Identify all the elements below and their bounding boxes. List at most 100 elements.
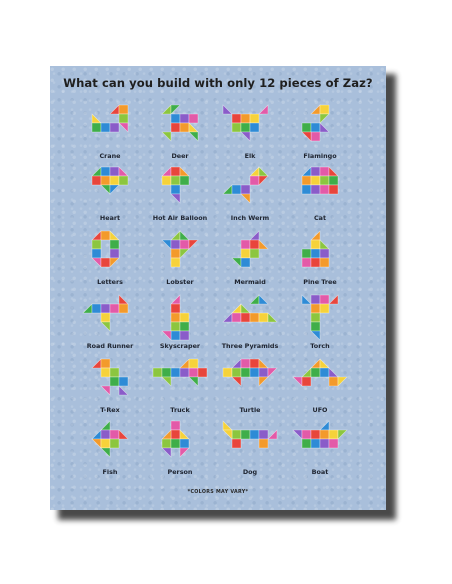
zaz-piece bbox=[310, 239, 321, 250]
zaz-piece bbox=[118, 122, 129, 133]
zaz-piece bbox=[258, 312, 269, 323]
skyscraper-figure-icon bbox=[161, 294, 190, 341]
zaz-piece bbox=[170, 429, 181, 440]
zaz-piece bbox=[310, 312, 321, 323]
figure-label: Mermaid bbox=[234, 278, 266, 286]
zaz-piece bbox=[267, 312, 278, 323]
zaz-piece bbox=[222, 429, 233, 440]
zaz-piece bbox=[91, 429, 102, 440]
zaz-piece bbox=[249, 367, 260, 378]
zaz-piece bbox=[179, 321, 190, 332]
zaz-piece bbox=[109, 104, 120, 115]
figure-label: Dog bbox=[242, 468, 258, 476]
zaz-piece bbox=[170, 193, 181, 204]
figure-label: Pine Tree bbox=[303, 278, 337, 286]
crane-figure-icon bbox=[91, 104, 129, 133]
figure-card: Heart bbox=[68, 164, 152, 228]
person-figure-icon bbox=[161, 420, 190, 458]
zaz-piece bbox=[179, 230, 190, 241]
zaz-piece bbox=[328, 175, 339, 186]
zaz-piece bbox=[100, 312, 111, 323]
zaz-piece bbox=[91, 248, 102, 259]
zaz-piece bbox=[328, 166, 339, 177]
zaz-piece bbox=[310, 175, 321, 186]
zaz-piece bbox=[292, 429, 303, 440]
zaz-piece bbox=[91, 358, 102, 369]
zaz-piece bbox=[319, 358, 330, 369]
zaz-piece bbox=[109, 376, 120, 387]
figure-card: Pine Tree bbox=[278, 228, 362, 292]
zaz-piece bbox=[188, 122, 199, 133]
zaz-piece bbox=[118, 294, 129, 305]
zaz-piece bbox=[100, 447, 111, 458]
zaz-piece bbox=[222, 104, 233, 115]
zaz-piece bbox=[188, 358, 199, 369]
zaz-piece bbox=[118, 303, 129, 314]
zaz-piece bbox=[310, 166, 321, 177]
zaz-piece bbox=[319, 184, 330, 195]
zaz-piece bbox=[161, 239, 172, 250]
figure-card: Cat bbox=[278, 164, 362, 228]
zaz-piece bbox=[91, 303, 102, 314]
zaz-piece bbox=[161, 438, 172, 449]
hot-air-balloon-figure-icon bbox=[161, 166, 190, 204]
figure-label: Elk bbox=[244, 152, 256, 160]
zaz-piece bbox=[179, 367, 190, 378]
zaz-piece bbox=[310, 104, 321, 115]
elk-figure-icon bbox=[222, 104, 269, 142]
zaz-piece bbox=[301, 122, 312, 133]
zaz-piece bbox=[231, 367, 242, 378]
zaz-piece bbox=[118, 166, 129, 177]
zaz-piece bbox=[240, 358, 251, 369]
zaz-piece bbox=[310, 358, 321, 369]
zaz-piece bbox=[109, 257, 120, 268]
zaz-piece bbox=[188, 376, 199, 387]
pine-tree-figure-icon bbox=[301, 230, 330, 268]
zaz-piece bbox=[319, 438, 330, 449]
zaz-piece bbox=[240, 257, 251, 268]
zaz-piece bbox=[91, 166, 102, 177]
zaz-piece bbox=[197, 367, 208, 378]
zaz-piece bbox=[319, 104, 330, 115]
zaz-piece bbox=[249, 122, 260, 133]
zaz-piece bbox=[179, 358, 190, 369]
zaz-piece bbox=[301, 166, 312, 177]
zaz-piece bbox=[301, 438, 312, 449]
zaz-piece bbox=[328, 438, 339, 449]
zaz-piece bbox=[100, 166, 111, 177]
zaz-piece bbox=[231, 429, 242, 440]
zaz-piece bbox=[161, 104, 172, 115]
zaz-piece bbox=[118, 104, 129, 115]
zaz-piece bbox=[100, 122, 111, 133]
zaz-piece bbox=[179, 175, 190, 186]
zaz-piece bbox=[319, 367, 330, 378]
t-rex-figure-icon bbox=[91, 358, 129, 396]
zaz-piece bbox=[170, 367, 181, 378]
zaz-piece bbox=[258, 175, 269, 186]
zaz-piece bbox=[319, 239, 330, 250]
figure-label: Truck bbox=[170, 406, 190, 414]
zaz-piece bbox=[118, 113, 129, 124]
zaz-piece bbox=[161, 330, 172, 341]
zaz-piece bbox=[319, 248, 330, 259]
figure-label: T-Rex bbox=[100, 406, 120, 414]
zaz-piece bbox=[292, 376, 303, 387]
zaz-piece bbox=[319, 175, 330, 186]
zaz-piece bbox=[179, 447, 190, 458]
zaz-piece bbox=[310, 367, 321, 378]
figure-card: Elk bbox=[208, 102, 292, 166]
zaz-piece bbox=[109, 166, 120, 177]
zaz-piece bbox=[161, 376, 172, 387]
zaz-piece bbox=[301, 367, 312, 378]
zaz-piece bbox=[118, 376, 129, 387]
zaz-piece bbox=[258, 239, 269, 250]
zaz-piece bbox=[222, 184, 233, 195]
deer-figure-icon bbox=[161, 104, 199, 142]
zaz-piece bbox=[161, 429, 172, 440]
zaz-piece bbox=[170, 184, 181, 195]
zaz-piece bbox=[328, 367, 339, 378]
zaz-piece bbox=[170, 239, 181, 250]
figure-grid: Crane Deer Elk Flamingo Heart Hot Air Balloon… bbox=[50, 66, 386, 510]
zaz-piece bbox=[91, 122, 102, 133]
zaz-piece bbox=[82, 303, 93, 314]
